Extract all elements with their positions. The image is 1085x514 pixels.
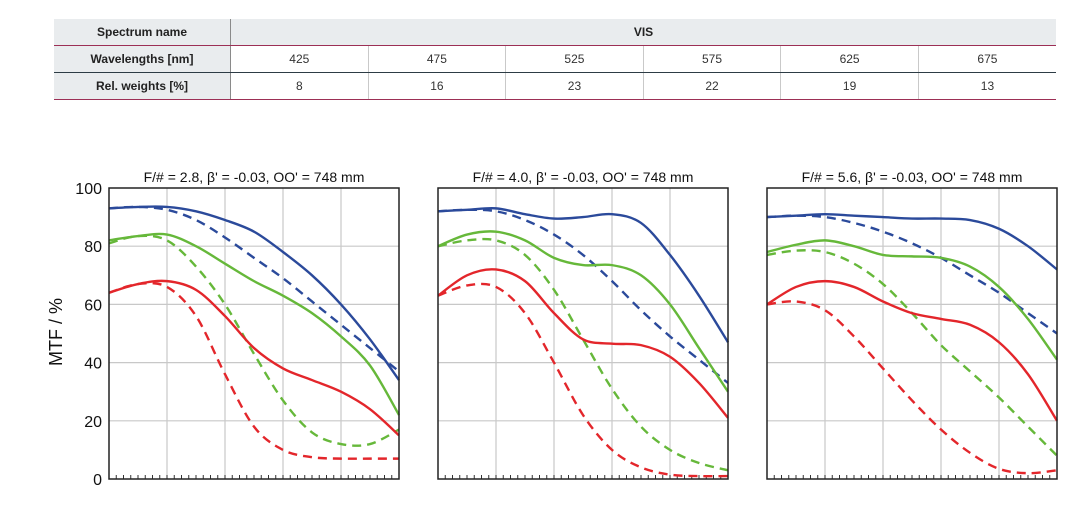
plot-frame: [437, 187, 729, 480]
wavelength-cell: 425: [230, 45, 369, 73]
chart-title: F/# = 2.8, β' = -0.03, OO' = 748 mm: [144, 169, 365, 185]
series-line-green-dashed: [766, 249, 1058, 457]
weight-cell: 16: [368, 72, 507, 100]
series-line-red-dashed: [437, 282, 729, 478]
y-tick-label: 20: [84, 414, 102, 431]
y-tick-label: 80: [84, 239, 102, 256]
series-line-red-solid: [437, 268, 729, 419]
series-line-red-dashed: [766, 300, 1058, 475]
y-axis-label: MTF / %: [46, 298, 66, 366]
series-line-blue-dashed: [108, 205, 400, 373]
series-line-blue-solid: [766, 212, 1058, 271]
series-line-blue-solid: [437, 207, 730, 343]
plot-frame: [108, 187, 400, 480]
series-line-green-solid: [766, 239, 1058, 361]
chart-title: F/# = 5.6, β' = -0.03, OO' = 748 mm: [802, 169, 1023, 185]
wavelength-cell: 675: [918, 45, 1056, 73]
series-line-green-dashed: [437, 237, 729, 472]
series-line-blue-dashed: [437, 208, 729, 384]
plot-area: F/# = 2.8, β' = -0.03, OO' = 748 mm 0 20 40…: [75, 169, 1059, 489]
y-tick-label: 60: [84, 297, 102, 314]
wavelengths-row: Wavelengths [nm] 425 475 525 575 625 675: [54, 45, 1056, 73]
series-line-green-solid: [437, 230, 729, 393]
mtf-charts: MTF / % F/# = 2.8, β' = -0.03, OO' = 748…: [46, 169, 1059, 489]
weight-cell: 23: [505, 72, 644, 100]
chart-panel: F/# = 2.8, β' = -0.03, OO' = 748 mm 0 20 40…: [75, 169, 401, 489]
weight-cell: 19: [780, 72, 919, 100]
wavelengths-label: Wavelengths [nm]: [54, 45, 231, 73]
chart-panel: F/# = 4.0, β' = -0.03, OO' = 748 mm: [437, 169, 730, 480]
wavelength-cell: 525: [505, 45, 644, 73]
weights-row: Rel. weights [%] 8 16 23 22 19 13: [54, 72, 1056, 100]
series-line-red-solid: [766, 279, 1059, 422]
chart-panel: F/# = 5.6, β' = -0.03, OO' = 748 mm: [766, 169, 1059, 480]
spectrum-name-label: Spectrum name: [54, 19, 231, 46]
spectrum-table: Spectrum name VIS Wavelengths [nm] 425 4…: [54, 19, 1056, 100]
series-line-blue-dashed: [766, 214, 1058, 335]
weight-cell: 22: [643, 72, 782, 100]
series-line-red-solid: [108, 279, 400, 437]
y-tick-label: 0: [93, 472, 102, 489]
y-tick-label: 100: [75, 181, 102, 198]
series-line-green-dashed: [108, 234, 400, 447]
series-line-blue-solid: [108, 205, 400, 381]
spectrum-name-value: VIS: [230, 19, 1056, 46]
y-tick-label: 40: [84, 356, 102, 373]
weights-label: Rel. weights [%]: [54, 72, 231, 100]
plot-frame: [766, 187, 1058, 480]
chart-title: F/# = 4.0, β' = -0.03, OO' = 748 mm: [473, 169, 694, 185]
wavelength-cell: 575: [643, 45, 782, 73]
series-line-red-dashed: [108, 281, 399, 460]
wavelength-cell: 625: [780, 45, 919, 73]
wavelength-cell: 475: [368, 45, 507, 73]
weight-cell: 8: [230, 72, 369, 100]
series-line-green-solid: [108, 232, 401, 416]
spectrum-name-row: Spectrum name VIS: [54, 19, 1056, 46]
weight-cell: 13: [918, 72, 1056, 100]
